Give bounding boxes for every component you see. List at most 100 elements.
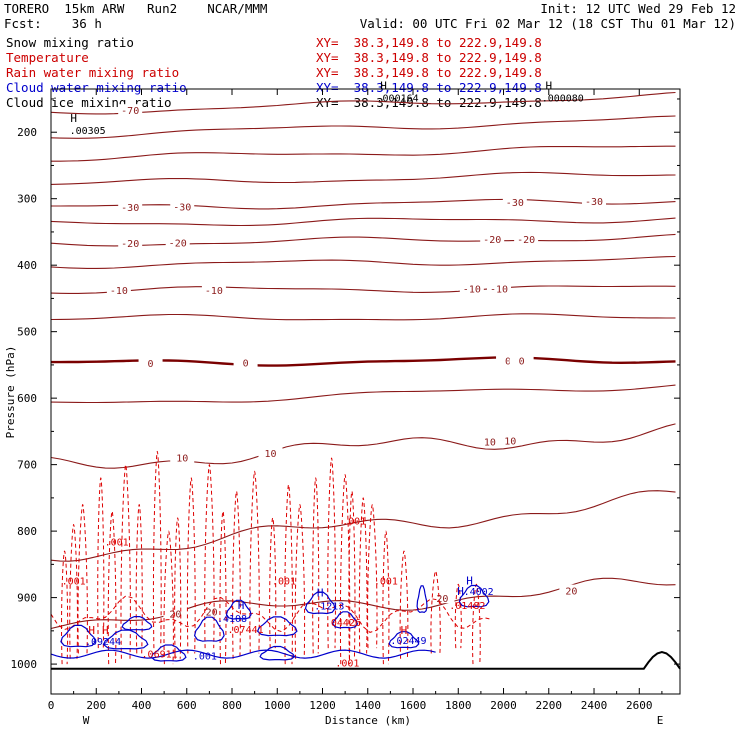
cloud-water-base-line [50,649,436,659]
x-tick-label: 2400 [581,699,608,712]
rain-plume [339,474,351,665]
maximum-value-label: .000080 [542,94,584,105]
isotherm-label-bg [170,451,195,463]
cloud-water-contour [304,591,336,615]
isotherm-label: -20 [483,235,501,246]
isotherm-label: 0 [519,357,525,368]
isotherm-label: 0 [505,357,511,368]
cloud-water-contour [150,644,187,662]
cloud-water-contour [259,645,296,661]
isotherm-label-bg [514,232,539,244]
resolution: 15km ARW [64,1,125,16]
cloud-water-contour [332,611,359,629]
cloud-water-contour [416,585,428,614]
rain-water-label: .001 [342,516,366,527]
cloud-water-contour [60,624,97,648]
legend-xy: XY= 38.3,149.8 to 222.9,149.8 [316,50,542,65]
isotherm-label: -10 [205,286,223,297]
cloud-water-label: .09244 [85,637,121,648]
isotherm-label: -20 [121,239,139,250]
cloud-water-label: .4002 [464,587,494,598]
maximum-marker: H [317,586,324,599]
isotherm-label-bg [165,236,190,248]
maximum-marker: H [466,574,473,587]
isotherm-label-bg [486,282,511,294]
cloud-water-label: .001 [193,651,217,662]
east-label: E [657,714,664,727]
isotherm-label: 20 [169,610,181,621]
cloud-water-label: .4108 [217,614,247,625]
y-tick-label: 400 [17,259,37,272]
rain-envelope [50,595,493,633]
west-label: W [83,714,90,727]
rain-plume [367,504,378,649]
isotherm-label: 0 [148,359,154,370]
rain-plume [269,517,277,649]
y-tick-label: 500 [17,326,37,339]
x-tick-label: 1000 [264,699,291,712]
isotherm-label-bg [559,584,584,596]
rain-plume [249,470,260,654]
fcst-label: Fcst: [4,16,42,31]
cloud-water-contour [225,599,252,620]
y-tick-label: 200 [17,126,37,139]
rain-water-label: .07441 [228,625,264,636]
rain-plume [348,490,356,659]
cloud-water-label: .1213 [314,602,344,613]
y-tick-label: 800 [17,525,37,538]
cloud-water-contour [256,616,298,637]
rain-plume [163,530,174,665]
isotherm-label-bg [582,195,607,207]
isotherm-label: -10 [463,285,481,296]
y-tick-label: 900 [17,592,37,605]
isotherm-label-bg [118,237,143,249]
isotherm-line [51,145,676,162]
x-tick-label: 600 [177,699,197,712]
legend-rain: Rain water mixing ratio [6,65,180,80]
x-tick-label: 1400 [355,699,382,712]
cloud-water-contour [102,629,149,650]
rain-water-label: .001 [335,659,359,670]
isotherm-label-bg [498,434,523,446]
isotherm-label: 10 [176,454,188,465]
y-tick-label: 700 [17,459,37,472]
x-tick-label: 1600 [400,699,427,712]
isotherm-line [50,115,676,139]
maximum-marker: H [545,80,552,93]
fcst-value: 36 h [71,16,102,31]
rain-water-label: .06911 [142,649,178,660]
isotherm-label: -30 [585,197,603,208]
rain-plume [69,523,78,659]
isotherm-label-bg [106,284,131,296]
isotherm-line [50,91,676,115]
rain-plume [174,517,182,659]
rain-plume [284,484,293,665]
rain-plume [327,457,336,649]
rain-plume [186,477,196,654]
x-axis-title: Distance (km) [325,714,411,727]
isotherm-line [50,490,676,562]
y-tick-label: 1000 [11,658,38,671]
x-tick-label: 2000 [490,699,517,712]
isotherm-label-bg [170,200,195,212]
x-tick-label: 1800 [445,699,472,712]
legend-snow: Snow mixing ratio [6,36,134,50]
legend-xy: XY= 38.3,149.8 to 222.9,149.8 [316,35,542,50]
isotherm-line [50,384,676,404]
rain-water-label: .01482 [449,601,485,612]
plot-frame [50,88,681,695]
x-tick-label: 800 [222,699,242,712]
maximum-marker: H [457,585,464,598]
isotherm-line [50,233,676,247]
isotherm-label: -70 [121,106,139,117]
rain-water-label: .04426 [325,618,361,629]
legend-xy: XY= 38.3,149.8 to 222.9,149.8 [316,65,542,80]
run-label: Run2 [147,1,178,16]
isotherm-label: -30 [173,202,191,213]
x-tick-label: 2200 [536,699,563,712]
maximum-marker: H [70,112,77,125]
isotherm-label-bg [118,201,143,213]
cloud-water-label: .02449 [390,636,426,647]
isotherm-line [50,171,676,185]
rain-plume [97,477,105,649]
